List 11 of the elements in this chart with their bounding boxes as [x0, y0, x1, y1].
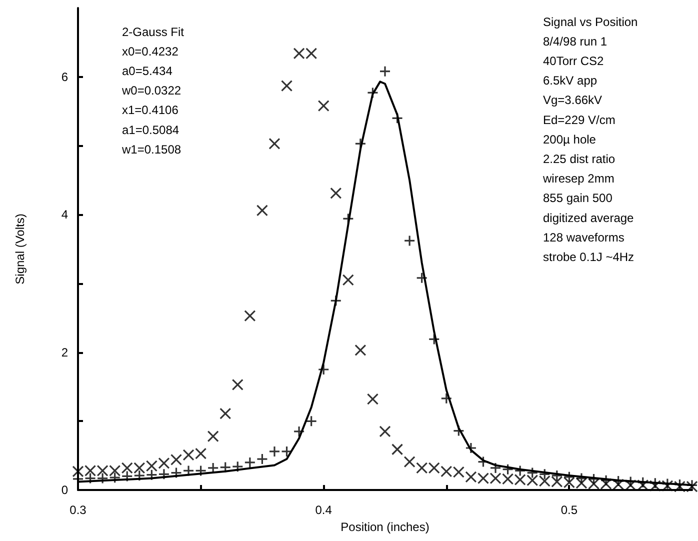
annotation: 2-Gauss Fit x0=0.4232 a0=5.434 w0=0.0322 x1=0.4106 a1=0.5084 w1=0.1508 [121, 24, 185, 156]
x-tick-label: 0.4 [315, 503, 332, 517]
x-tick-label: 0.3 [70, 503, 87, 517]
x-tick-label: 0.5 [560, 503, 578, 517]
x-axis-title: Position (inches) [340, 520, 430, 534]
y-axis-title: Signal (Volts) [13, 214, 27, 284]
y-tick-label: 0 [61, 483, 68, 497]
y-tick-label: 6 [61, 70, 68, 84]
y-tick-label: 2 [61, 345, 68, 360]
y-tick-label: 4 [61, 208, 68, 222]
text: Signal vs Position 8/4/98 run 1 40Torr CS2 6.5kV app Vg=3.66kV Ed=229 V/cm 200µ hole 2.25 dist ratio wiresep 2mm 855 gain 500 digitized average 128 waveforms strobe 0.1J ~4Hz [543, 14, 638, 264]
